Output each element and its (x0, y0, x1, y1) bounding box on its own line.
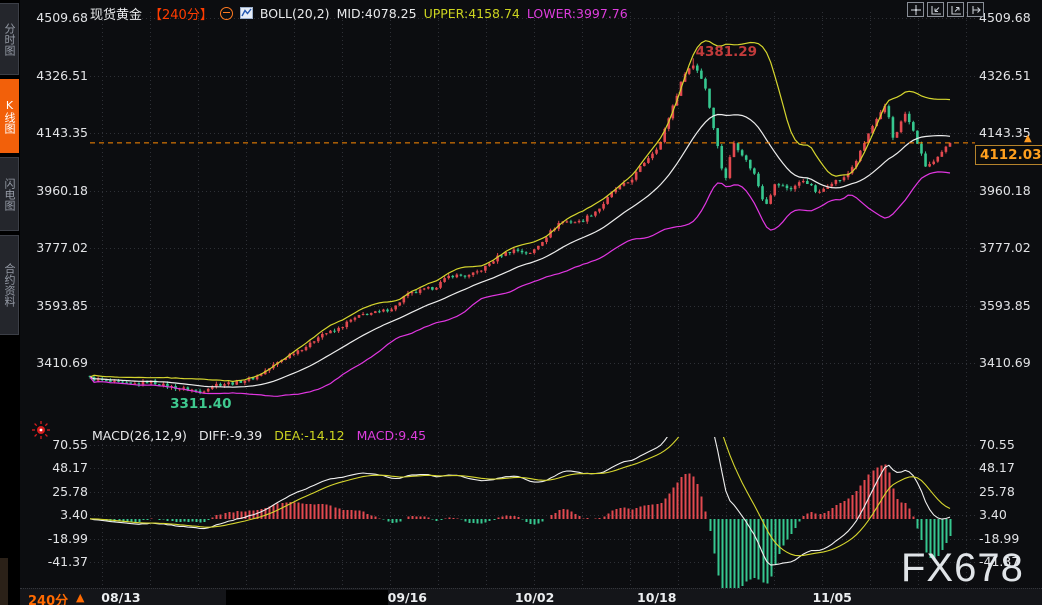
interval-arrow-icon[interactable]: ▲ (76, 591, 85, 604)
axis-tick-label: 3.40 (60, 507, 88, 523)
circle-minus-icon[interactable] (219, 6, 233, 20)
axis-tick-label: 48.17 (979, 460, 1015, 476)
high-price-annotation: 4381.29 (695, 44, 758, 61)
pan-right-button[interactable] (967, 2, 984, 17)
boll-upper-value: UPPER:4158.74 (423, 5, 520, 21)
date-tick-label: 11/05 (812, 590, 852, 605)
chart-header: 现货黄金 【240分】 BOLL(20,2) MID:4078.25 UPPER… (90, 4, 628, 23)
axis-tick-label: 25.78 (979, 483, 1015, 499)
time-axis-bar: 240分 ▲ (20, 588, 1042, 605)
crosshair-button[interactable] (907, 2, 924, 17)
macd-label: MACD(26,12,9) (92, 428, 187, 443)
axis-zoom-right-button[interactable] (947, 2, 964, 17)
axis-tick-label: 3593.85 (979, 297, 1031, 313)
axis-tick-label: 3777.02 (36, 240, 88, 255)
pan-right-icon (971, 5, 981, 14)
axis-tick-label: 4509.68 (36, 10, 88, 25)
boll-mid-value: MID:4078.25 (336, 5, 417, 21)
chart-type-sidebar: 分时图 K线图闪电图合约资料 (0, 0, 20, 605)
axis-tick-label: 3960.18 (979, 182, 1031, 198)
axis-tick-label: 4326.51 (979, 67, 1031, 83)
axis-tick-label: -41.37 (47, 554, 88, 569)
sidebar-footer-accent (0, 558, 8, 605)
axis-tick-label: 70.55 (979, 437, 1015, 452)
axis-tick-label: -41.37 (979, 554, 1020, 569)
chart-toolbar (907, 2, 984, 17)
boll-upper-line (89, 40, 951, 383)
date-tick-label: 08/13 (101, 590, 141, 605)
sidebar-item-kline-chart[interactable]: K线图 (0, 79, 19, 153)
crosshair-icon (910, 4, 921, 15)
boll-lower-value: LOWER:3997.76 (526, 5, 628, 21)
low-price-annotation: 3311.40 (170, 396, 232, 413)
last-price-marker: 4112.03 (975, 144, 1042, 165)
mini-chart-icon (239, 7, 253, 19)
macd-header: MACD(26,12,9) DIFF:-9.39 DEA:-14.12 MACD… (92, 428, 426, 443)
watermark-logo: FX678 (901, 546, 1024, 590)
date-tick-label: 10/18 (637, 590, 677, 605)
axis-tick-label: 3777.02 (979, 240, 1031, 255)
blackout-box (226, 590, 388, 605)
macd-dea-value: DEA:-14.12 (274, 428, 345, 443)
axis-tick-label: 3960.18 (36, 182, 88, 198)
alert-icon[interactable] (31, 420, 51, 440)
axis-tick-label: 4509.68 (979, 10, 1031, 25)
macd-histogram (93, 464, 952, 588)
interval-selector[interactable]: 240分 (28, 594, 69, 605)
grid (90, 12, 975, 588)
axis-zoom-left-icon (930, 5, 941, 15)
symbol-title: 现货黄金 (90, 7, 143, 23)
date-tick-label: 09/16 (387, 590, 427, 605)
axis-tick-label: 70.55 (52, 437, 88, 452)
price-marker-arrow-icon: ▲ (1024, 132, 1032, 144)
sidebar-item-contract-info[interactable]: 合约资料 (0, 235, 19, 335)
boll-mid-line (89, 113, 951, 388)
date-tick-label: 10/02 (514, 590, 555, 605)
axis-tick-label: 3410.69 (36, 355, 88, 370)
axis-tick-label: 4326.51 (36, 67, 88, 83)
axis-tick-label: -18.99 (979, 530, 1020, 546)
boll-lower-line (89, 171, 951, 397)
axis-tick-label: 4143.35 (979, 125, 1031, 140)
macd-macd-value: MACD:9.45 (356, 428, 427, 443)
axis-tick-label: 4143.35 (36, 125, 88, 140)
macd-dea-line (89, 437, 951, 557)
sidebar-item-lightning-chart[interactable]: 闪电图 (0, 157, 19, 231)
sidebar-item-time-chart[interactable]: 分时图 (0, 3, 19, 75)
axis-tick-label: 48.17 (52, 460, 88, 476)
chart-background (20, 0, 1042, 605)
axis-tick-label: 25.78 (52, 483, 88, 499)
axis-tick-label: -18.99 (47, 530, 88, 546)
interval-tag: 【240分】 (149, 7, 213, 23)
axis-tick-label: 3.40 (979, 507, 1007, 523)
macd-diff-value: DIFF:-9.39 (198, 428, 263, 443)
axis-tick-label: 3410.69 (979, 355, 1031, 370)
axis-zoom-left-button[interactable] (927, 2, 944, 17)
axis-tick-label: 3593.85 (36, 297, 88, 313)
macd-panel (89, 437, 952, 588)
boll-label: BOLL(20,2) (259, 5, 330, 21)
axis-zoom-right-icon (950, 5, 961, 15)
